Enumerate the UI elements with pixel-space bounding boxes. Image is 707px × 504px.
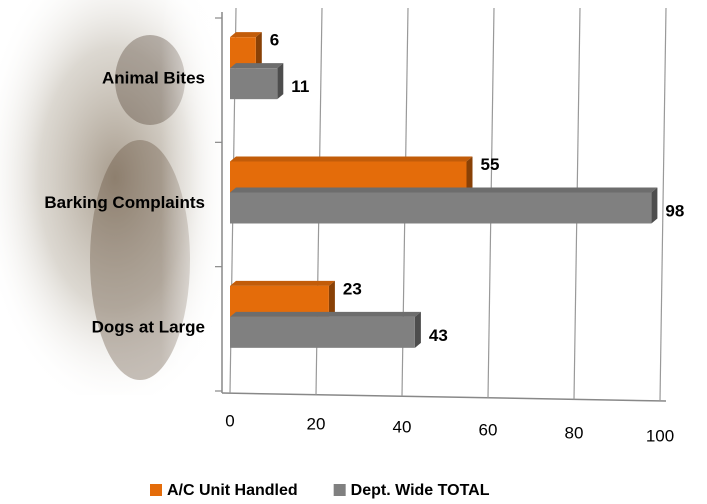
bar-group [230, 63, 284, 100]
legend-swatch [150, 484, 162, 496]
bar-side [414, 311, 421, 348]
bar [230, 316, 415, 348]
legend-label: A/C Unit Handled [167, 482, 298, 499]
value-label: 6 [270, 31, 279, 50]
bar-side [277, 63, 284, 100]
x-tick-label: 20 [307, 414, 326, 433]
bar-top [230, 63, 284, 69]
value-label: 98 [665, 201, 684, 220]
bar-group [230, 311, 421, 348]
grid-line [659, 7, 667, 402]
x-tick-label: 80 [565, 423, 584, 442]
bar-top [230, 187, 658, 193]
bar [230, 192, 652, 224]
category-label: Dogs at Large [92, 317, 205, 336]
bar-side [328, 280, 335, 317]
legend-label: Dept. Wide TOTAL [351, 482, 490, 499]
background-photo [0, 0, 230, 395]
bar-group [230, 187, 658, 224]
value-label: 23 [343, 279, 362, 298]
bar [230, 68, 278, 100]
bar-top [230, 311, 421, 317]
category-label: Barking Complaints [44, 193, 205, 212]
bar [230, 285, 329, 317]
bar-group [230, 32, 262, 69]
x-tick-label: 40 [393, 417, 412, 436]
bar-side [255, 32, 262, 69]
x-tick-label: 100 [646, 426, 674, 445]
bar-side [466, 156, 473, 193]
value-label: 11 [291, 77, 309, 96]
bar-group [230, 280, 335, 317]
bar [230, 161, 467, 193]
bar-side [651, 187, 658, 224]
bar [230, 37, 256, 69]
value-label: 43 [429, 326, 448, 345]
legend-swatch [333, 484, 346, 496]
axis-floor [221, 392, 667, 402]
x-tick-label: 60 [479, 420, 498, 439]
plot-area: 0 20 40 60 80 100 Animal Bites 6 11 Barking Compl… [44, 7, 684, 499]
bar-top [230, 280, 335, 286]
category-label: Animal Bites [102, 69, 205, 88]
bar-top [230, 156, 473, 162]
value-label: 55 [481, 155, 500, 174]
bar-top [230, 32, 262, 38]
x-tick-label: 0 [225, 411, 234, 430]
bar-group [230, 156, 473, 193]
